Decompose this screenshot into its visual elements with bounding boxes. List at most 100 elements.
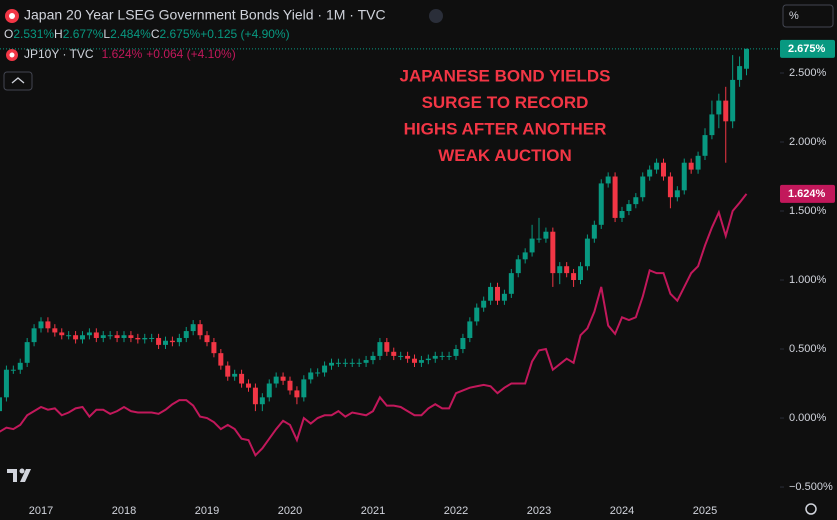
y-tick-label: 1.500% [789,205,827,217]
candle-body [688,162,694,170]
candle-body [225,365,231,377]
candle-body [377,342,383,356]
candle-body [239,373,245,384]
chart-title: Japan 20 Year LSEG Government Bonds Yiel… [24,7,386,23]
candle-body [329,362,334,366]
candle-body [439,355,445,357]
candle-body [232,373,238,377]
annotation: HIGHS AFTER ANOTHER [404,119,607,138]
candle-body [633,197,639,205]
candle-body [294,390,300,398]
candle-body [405,355,411,359]
candle-body [557,266,563,274]
candle-body [605,176,611,184]
candle-body [45,321,51,329]
candle-body [591,224,597,239]
candle-body [647,169,653,177]
candle-body [723,100,729,122]
candle-body [529,238,535,253]
unit-button-label: % [789,10,799,22]
last-value-box [780,184,835,203]
change-value: +0.125 (+4.90%) [200,27,289,41]
candle-body [93,332,99,338]
ohlc-value: 2.675% [159,27,200,41]
series-name: JP10Y · TVC [24,47,94,61]
candle-body [612,176,618,218]
candle-body [571,273,577,281]
candle-body [522,252,528,260]
x-tick-label: 2021 [361,505,385,517]
logo-part [7,469,17,482]
candle-body [24,342,30,363]
candle-body [128,335,134,338]
candle-body [266,383,272,398]
symbol-icon-dot [9,13,15,19]
candle-body [204,335,210,343]
candle-body [86,332,92,336]
candle-body [370,355,376,361]
x-tick-label: 2022 [444,505,468,517]
candle-body [543,231,549,239]
unit-button[interactable] [782,4,834,28]
y-tick-label: 0.000% [789,412,827,424]
candle-body [38,321,44,329]
candle-body [169,340,175,343]
candle-body [349,362,355,364]
candle-body [495,286,500,301]
candle-body [744,48,749,69]
candle-body [183,331,189,338]
candle-body [259,397,265,405]
header-button[interactable] [429,9,443,23]
ohlc-value: 2.677% [63,27,104,41]
candle-body [584,238,590,267]
ohlc-label: O [4,27,13,41]
candle-body [356,362,362,364]
candle-body [315,372,321,374]
candle-body [100,335,106,338]
candle-body [59,332,65,336]
candle-body [702,135,708,156]
candle-body [640,176,646,198]
candle-body [412,358,417,363]
candle-body [598,183,604,225]
candle-body [716,100,722,115]
ohlc-label: H [54,27,63,41]
candle-body [737,66,743,80]
series-legend: JP10Y · TVC 1.624% +0.064 (+4.10%) [24,47,236,61]
candle-body [515,259,521,274]
candle-body [0,397,2,412]
candle-body [432,355,438,359]
y-tick-label: 0.500% [789,343,827,355]
candle-body [363,360,369,363]
candle-body [121,335,127,338]
candle-body [156,337,162,345]
last-price-box [780,39,835,58]
candle-body [453,349,459,356]
candle-body [301,379,307,398]
candle-body [218,353,224,366]
candle-body [197,324,203,336]
ohlc-label: C [151,27,160,41]
candle-body [80,335,85,340]
candle-body [252,387,258,405]
ohlc-legend: O2.531%H2.677%L2.484%C2.675%+0.125 (+4.9… [4,27,290,41]
candle-body [550,231,556,274]
candle-body [31,328,37,343]
candle-body [425,358,431,361]
ohlc-value: 2.531% [13,27,54,41]
candle-body [17,362,23,370]
candle-body [481,300,487,308]
candle-body [142,337,148,340]
candle-body [661,162,666,177]
settings-icon[interactable] [805,503,817,515]
candle-body [536,238,542,240]
candle-body [3,369,9,398]
candle-body [508,273,514,294]
candle-body [322,365,328,373]
collapse-button[interactable] [3,71,33,91]
last-value-label: 1.624% [788,188,826,200]
series-change: +0.064 (+4.10%) [146,47,235,61]
candle-body [114,335,120,338]
candle-body [211,342,217,354]
ohlc-label: L [103,27,110,41]
